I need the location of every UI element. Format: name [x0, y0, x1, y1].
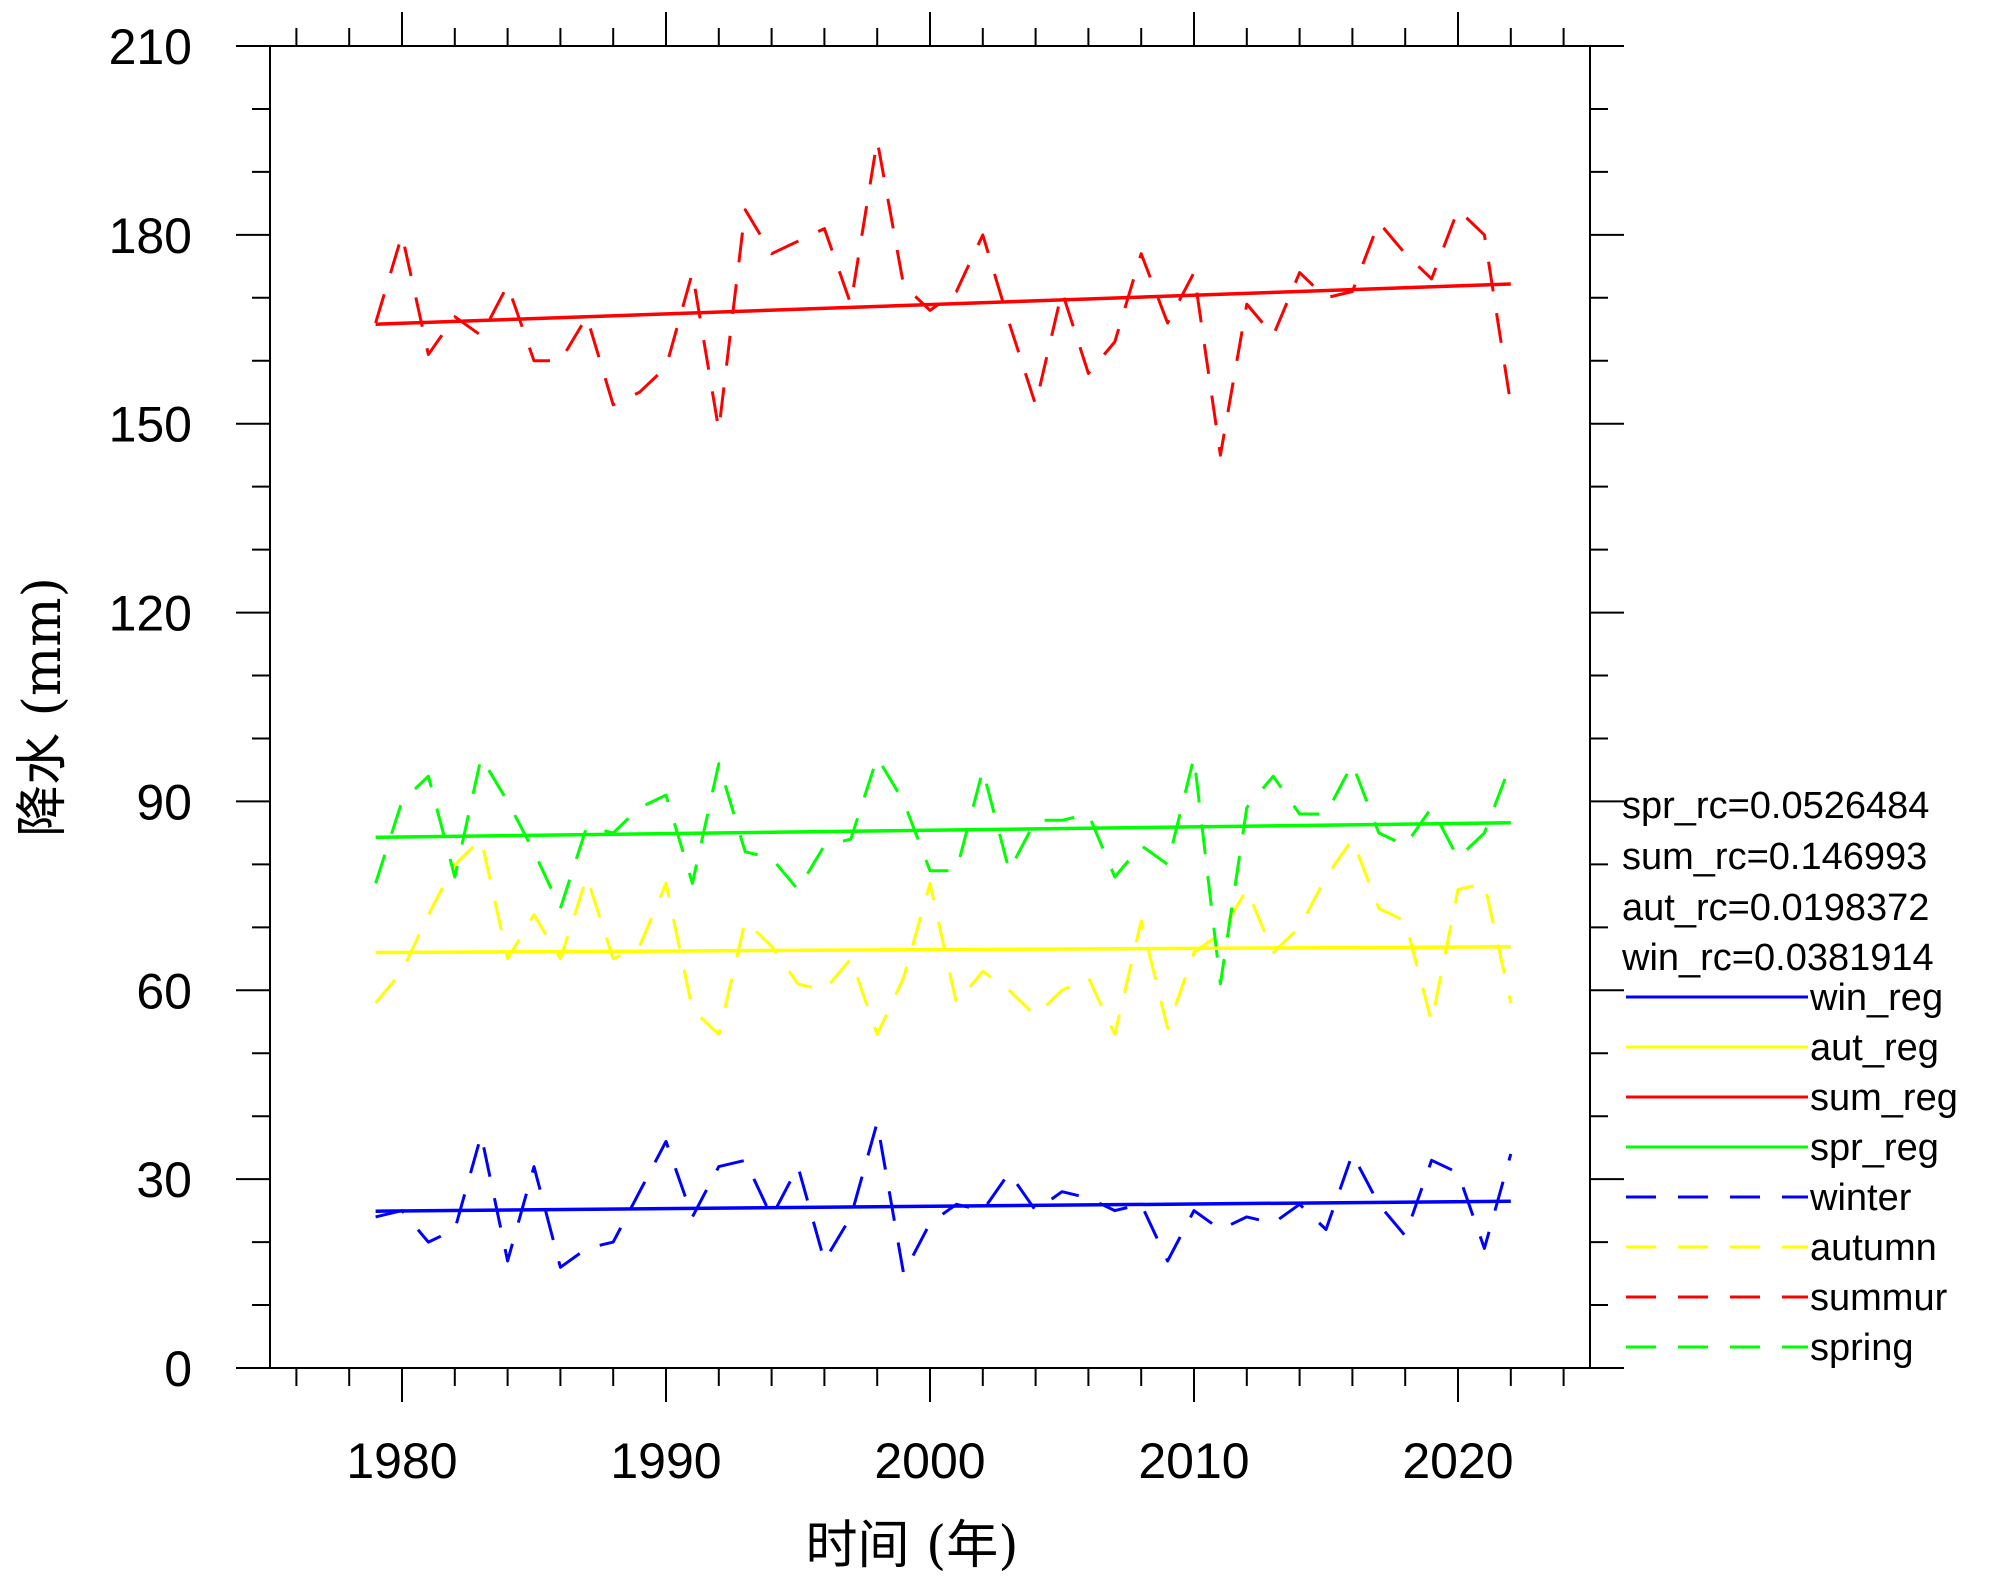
y-tick-label: 60: [136, 963, 192, 1019]
x-axis-title: 时间 (年): [805, 1516, 1018, 1576]
annotation-rc: aut_rc=0.0198372: [1622, 887, 1929, 929]
y-tick-label: 150: [109, 397, 192, 453]
x-tick-label: 2020: [1402, 1433, 1513, 1489]
x-tick-label: 2000: [874, 1433, 985, 1489]
legend: spr_rc=0.0526484 sum_rc=0.146993 aut_rc=0.…: [1621, 785, 1958, 1369]
series-layer: [374, 138, 1513, 1276]
legend-label-win_reg: win_reg: [1809, 977, 1943, 1019]
y-tick-label: 30: [136, 1152, 192, 1208]
legend-label-winter: winter: [1809, 1177, 1912, 1219]
series-spr_reg: [375, 821, 1511, 840]
plot-frame: [269, 45, 1591, 1369]
axis-ticks: [236, 12, 1624, 1402]
series-spring: [374, 755, 1513, 986]
y-tick-label: 180: [109, 208, 192, 264]
legend-label-aut_reg: aut_reg: [1810, 1027, 1939, 1069]
series-win_reg: [375, 1199, 1511, 1213]
y-tick-label: 90: [136, 774, 192, 830]
tick-labels: 0 30 60 90 120 150 180 210 1980 1990 2000 2010 2020: [109, 19, 1514, 1489]
legend-label-autumn: autumn: [1810, 1227, 1937, 1269]
legend-label-spring: spring: [1810, 1327, 1914, 1369]
x-tick-label: 1990: [610, 1433, 721, 1489]
annotation-rc: spr_rc=0.0526484: [1622, 785, 1929, 827]
series-sum_reg: [375, 282, 1511, 326]
legend-label-sum_reg: sum_reg: [1810, 1077, 1958, 1119]
annotation-rc: sum_rc=0.146993: [1622, 836, 1927, 878]
legend-label-spr_reg: spr_reg: [1810, 1127, 1939, 1169]
y-tick-label: 120: [109, 586, 192, 642]
y-axis-title: 降水 (mm): [13, 577, 73, 837]
series-autumn: [374, 837, 1513, 1036]
annotation-rc: win_rc=0.0381914: [1621, 937, 1934, 979]
x-tick-label: 1980: [346, 1433, 457, 1489]
y-tick-label: 210: [109, 19, 192, 75]
series-winter: [375, 1121, 1513, 1276]
series-aut_reg: [375, 945, 1511, 955]
x-tick-label: 2010: [1138, 1433, 1249, 1489]
legend-label-summur: summur: [1810, 1277, 1948, 1319]
y-tick-label: 0: [164, 1341, 192, 1397]
